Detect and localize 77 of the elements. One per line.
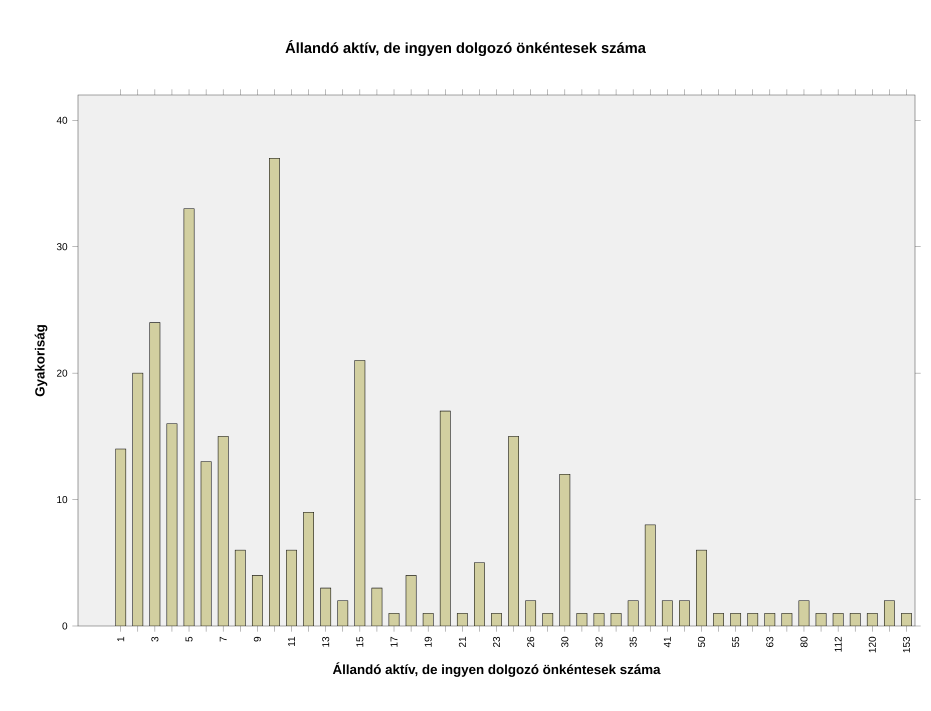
chart-title: Állandó aktív, de ingyen dolgozó önkéntesek száma (285, 40, 646, 56)
bar (320, 588, 332, 626)
y-tick-label: 30 (56, 243, 68, 250)
x-tick-label: 13 (322, 636, 330, 647)
x-axis-title: Állandó aktív, de ingyen dolgozó önkéntesek száma (332, 662, 661, 677)
bar (269, 158, 280, 626)
y-tick-label: 40 (56, 116, 68, 124)
y-tick-label: 10 (57, 496, 68, 504)
x-tick-label: 35 (630, 636, 637, 648)
x-tick-label: 120 (868, 636, 876, 652)
x-tick-label: 32 (595, 636, 603, 648)
bar (747, 613, 758, 626)
x-tick-label: 26 (527, 636, 534, 648)
bar (508, 436, 519, 626)
bar (456, 613, 468, 626)
bar (132, 372, 144, 626)
x-tick-label: 17 (390, 636, 398, 647)
bar (542, 613, 554, 626)
bar (559, 474, 570, 626)
x-tick-label: 21 (458, 636, 466, 648)
x-tick-label: 80 (800, 636, 808, 648)
bar (713, 613, 724, 626)
bar (816, 613, 826, 626)
bar (286, 550, 297, 626)
bar (576, 613, 588, 626)
x-tick-label: 23 (492, 636, 500, 648)
bar (730, 613, 742, 626)
bar (166, 423, 178, 626)
bar (610, 613, 622, 626)
bar (628, 600, 639, 626)
bar (474, 562, 485, 626)
bar (218, 436, 229, 626)
bar (764, 613, 776, 626)
bar (644, 524, 656, 626)
bar (850, 613, 861, 626)
x-tick-label: 30 (561, 636, 568, 648)
x-tick-label: 5 (186, 636, 193, 642)
bar (662, 600, 673, 626)
bar (679, 600, 690, 626)
bar (491, 613, 502, 626)
bar (884, 600, 895, 626)
bar (866, 613, 878, 626)
bar (372, 588, 382, 626)
x-tick-label: 41 (664, 636, 671, 648)
bar (440, 410, 451, 626)
x-tick-label: 15 (356, 636, 364, 647)
bar (337, 600, 348, 626)
bar (798, 600, 810, 626)
bar (832, 613, 844, 626)
x-tick-label: 63 (766, 636, 774, 648)
x-tick-label: 9 (254, 636, 261, 642)
bar (781, 613, 792, 626)
bar (388, 613, 400, 626)
bar (184, 208, 194, 626)
bar (149, 322, 160, 626)
x-tick-label: 11 (288, 636, 295, 646)
bar (200, 461, 212, 626)
bar (594, 613, 604, 626)
bar (696, 550, 707, 626)
x-tick-label: 19 (424, 636, 432, 647)
y-axis-title: Gyakoriság (34, 325, 48, 396)
x-tick-label: 3 (151, 636, 158, 642)
bar (303, 512, 314, 626)
y-tick-label: 20 (56, 370, 68, 377)
bar (234, 550, 246, 626)
x-tick-label: 55 (732, 636, 740, 648)
bar (252, 575, 263, 626)
x-tick-label: 7 (220, 636, 227, 642)
x-tick-label: 112 (834, 636, 842, 652)
bar (406, 575, 416, 626)
bar (422, 613, 434, 626)
y-tick-label: 0 (62, 622, 68, 630)
x-tick-label: 153 (902, 636, 910, 652)
bar (525, 600, 536, 626)
bar (354, 360, 366, 626)
x-tick-label: 1 (117, 636, 124, 642)
x-tick-label: 50 (698, 636, 706, 648)
